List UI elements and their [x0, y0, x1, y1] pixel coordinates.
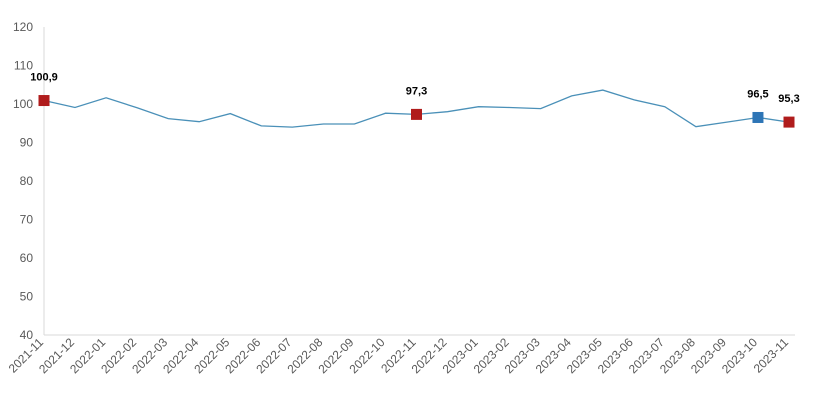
y-tick-label: 80 — [20, 174, 34, 188]
y-tick-label: 40 — [20, 328, 34, 342]
x-axis: 2021-112021-122022-012022-022022-032022-… — [6, 334, 795, 376]
y-tick-label: 50 — [20, 290, 34, 304]
point-marker — [783, 116, 795, 128]
y-tick-label: 90 — [20, 136, 34, 150]
point-markers — [38, 95, 795, 128]
data-label: 100,9 — [30, 72, 58, 84]
y-tick-label: 60 — [20, 251, 34, 265]
point-marker — [752, 111, 764, 123]
x-tick-label: 2023-11 — [751, 335, 792, 376]
data-labels: 100,9 97,3 96,5 95,3 — [30, 72, 799, 106]
data-label: 96,5 — [747, 88, 768, 100]
y-axis: 40 50 60 70 80 90 100 110 120 — [13, 20, 45, 342]
y-tick-label: 120 — [13, 20, 33, 34]
point-marker — [411, 108, 422, 120]
data-label: 97,3 — [406, 85, 427, 97]
y-tick-label: 100 — [13, 97, 33, 111]
y-tick-label: 70 — [20, 213, 34, 227]
y-tick-label: 110 — [14, 59, 33, 73]
data-label: 95,3 — [778, 93, 799, 105]
point-marker — [38, 95, 50, 107]
